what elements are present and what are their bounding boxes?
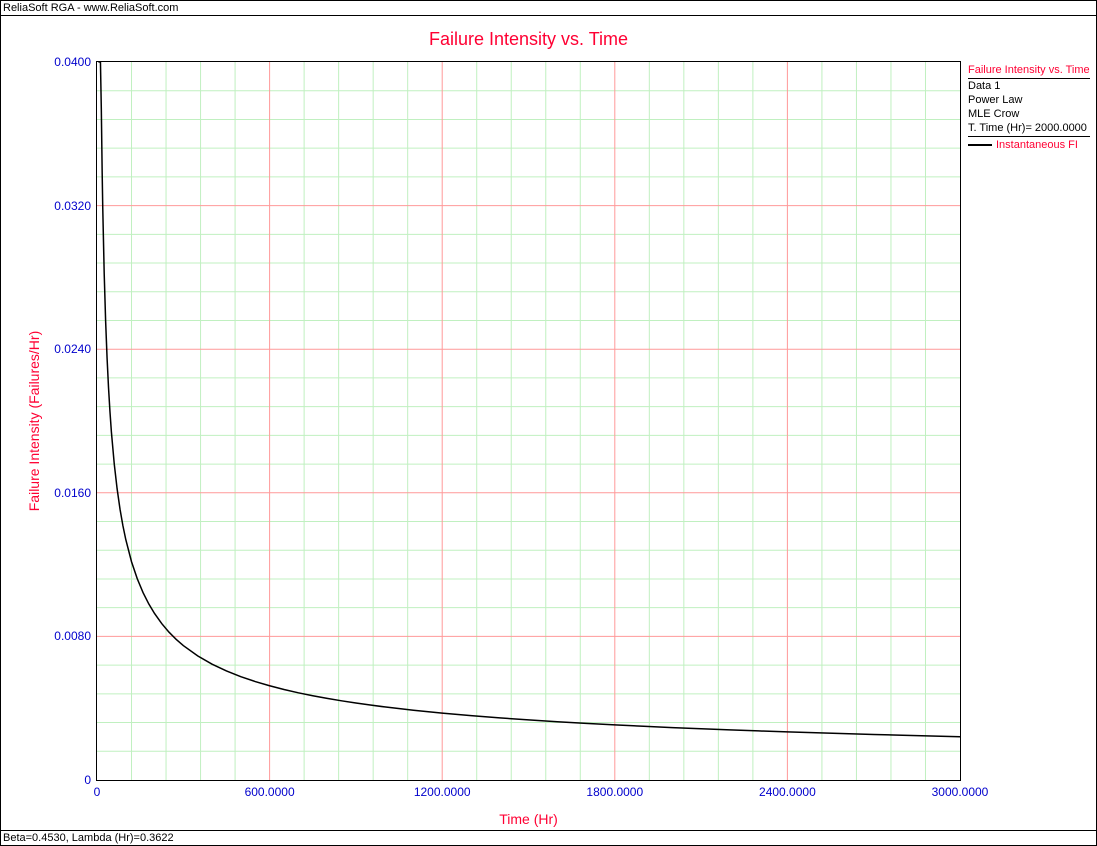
x-tick-label: 600.0000 [245,785,295,799]
legend: Failure Intensity vs. Time Data 1Power L… [968,63,1090,152]
y-tick-label: 0 [41,773,91,787]
x-axis-label: Time (Hr) [499,811,558,827]
y-tick-label: 0.0240 [41,342,91,356]
y-tick-label: 0.0160 [41,486,91,500]
header-bar: ReliaSoft RGA - www.ReliaSoft.com [1,1,1096,16]
legend-info-line: MLE Crow [968,107,1090,121]
legend-title: Failure Intensity vs. Time [968,63,1090,79]
y-axis-label: Failure Intensity (Failures/Hr) [26,331,42,512]
curve-svg [97,62,960,780]
footer-bar: Beta=0.4530, Lambda (Hr)=0.3622 [1,830,1096,845]
plot-area [96,61,961,781]
y-tick-label: 0.0400 [41,55,91,69]
x-tick-label: 1800.0000 [586,785,643,799]
header-text: ReliaSoft RGA - www.ReliaSoft.com [3,2,178,14]
y-tick-label: 0.0320 [41,199,91,213]
legend-info-line: Data 1 [968,79,1090,93]
footer-text: Beta=0.4530, Lambda (Hr)=0.3622 [3,832,174,844]
x-tick-label: 2400.0000 [759,785,816,799]
x-tick-label: 0 [94,785,101,799]
legend-info: Data 1Power LawMLE CrowT. Time (Hr)= 200… [968,79,1090,135]
chart-frame: ReliaSoft RGA - www.ReliaSoft.com Beta=0… [0,0,1097,846]
legend-series-line [968,144,992,146]
legend-series-label: Instantaneous FI [996,138,1078,152]
x-tick-label: 3000.0000 [932,785,989,799]
chart-title: Failure Intensity vs. Time [429,29,628,50]
legend-series: Instantaneous FI [968,136,1090,152]
legend-info-line: T. Time (Hr)= 2000.0000 [968,121,1090,135]
y-tick-label: 0.0080 [41,629,91,643]
x-tick-label: 1200.0000 [414,785,471,799]
legend-info-line: Power Law [968,93,1090,107]
